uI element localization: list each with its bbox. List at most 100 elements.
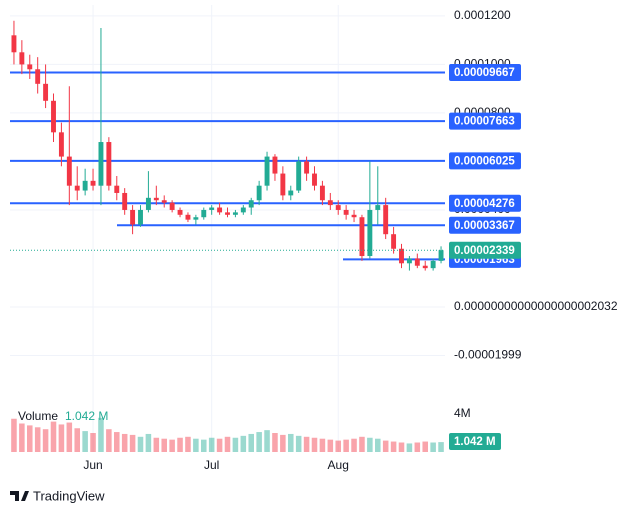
candle-body	[414, 258, 420, 266]
volume-bar	[382, 440, 389, 452]
candle-body	[43, 83, 49, 101]
candle-body	[430, 260, 436, 269]
volume-bar	[66, 422, 73, 452]
volume-bar	[42, 429, 49, 452]
volume-bar	[114, 432, 120, 452]
candle-body	[185, 214, 191, 220]
volume-bar	[34, 427, 41, 452]
candle-body	[335, 205, 341, 210]
volume-tick-label: 4M	[454, 406, 471, 420]
volume-legend-value: 1.042 M	[65, 409, 108, 423]
volume-bar	[295, 435, 302, 452]
candle-body	[264, 156, 270, 186]
candle-body	[359, 217, 365, 257]
candle-body	[27, 64, 33, 70]
volume-bar	[422, 441, 428, 452]
candle-body	[232, 212, 238, 215]
candle-body	[399, 248, 404, 264]
candle-body	[304, 161, 310, 174]
volume-bar	[367, 437, 373, 452]
volume-label: 1.042 M	[454, 436, 496, 448]
volume-bar	[185, 436, 191, 452]
y-tick-label: 0.00000000000000000002032	[454, 299, 618, 313]
candle-body	[177, 209, 183, 215]
level-label: 0.00004276	[454, 198, 515, 210]
level-label-box	[449, 216, 521, 234]
x-tick-label: Jul	[204, 458, 219, 472]
volume-bar	[153, 437, 160, 452]
candle-body	[145, 197, 151, 210]
candle-body	[169, 202, 175, 210]
level-label-box	[449, 194, 521, 212]
volume-bar	[224, 436, 231, 452]
volume-bar	[264, 430, 270, 452]
volume-bar	[121, 433, 128, 452]
candle-body	[351, 214, 357, 218]
volume-bar	[343, 439, 349, 452]
candle-body	[201, 209, 207, 218]
candle-body	[296, 161, 302, 191]
volume-bar	[169, 439, 175, 452]
volume-bar	[398, 442, 405, 452]
volume-bar	[414, 442, 421, 452]
candle-body	[130, 209, 136, 225]
candle-body	[98, 142, 104, 186]
candle-body	[74, 185, 80, 191]
candle-body	[383, 205, 389, 235]
candle-body	[248, 200, 254, 208]
volume-bar	[406, 443, 413, 452]
candle-body	[90, 180, 96, 186]
volume-bar	[50, 421, 57, 452]
candle-body	[391, 234, 397, 249]
volume-bar	[90, 433, 96, 452]
candle-body	[161, 200, 167, 203]
candle-body	[138, 209, 143, 225]
price-label: 0.00002339	[454, 245, 515, 257]
volume-bar	[177, 437, 183, 452]
volume-label-box	[449, 433, 501, 450]
volume-bar	[240, 435, 247, 452]
candle-body	[217, 207, 223, 213]
candle-body	[312, 173, 317, 186]
volume-bar	[311, 437, 318, 452]
level-label: 0.00007663	[454, 116, 515, 128]
grid-layer	[10, 5, 445, 452]
candle-body	[240, 207, 246, 213]
marks-layer	[10, 20, 445, 452]
volume-bar	[208, 437, 215, 452]
volume-bar	[58, 424, 65, 452]
volume-bar	[438, 442, 444, 452]
volume-bar	[161, 438, 167, 452]
candle-body	[106, 142, 112, 186]
level-label-box	[449, 112, 521, 130]
volume-bar	[390, 441, 397, 452]
volume-bar	[335, 440, 341, 452]
volume-bar	[74, 428, 80, 452]
candle-body	[288, 190, 294, 196]
candle-body	[272, 156, 278, 174]
logo: TradingView	[10, 488, 105, 503]
candle-body	[82, 180, 88, 191]
candle-body	[406, 258, 412, 264]
volume-bar	[145, 433, 152, 452]
volume-bar	[232, 437, 239, 452]
candle-body	[280, 173, 286, 196]
candle-body	[51, 100, 56, 133]
candle-body	[327, 200, 333, 206]
candle-body	[19, 52, 25, 65]
volume-bar	[375, 438, 381, 452]
candle-body	[343, 209, 349, 215]
volume-bar	[327, 439, 334, 452]
candle-body	[193, 217, 199, 220]
y-tick-label: -0.00001999	[454, 348, 522, 362]
candle-body	[367, 209, 373, 257]
volume-bar	[193, 438, 199, 452]
y-tick-label: 0.0001200	[454, 8, 511, 22]
x-tick-label: Aug	[328, 458, 349, 472]
volume-bar	[319, 438, 326, 452]
volume-bar	[359, 436, 365, 452]
candle-body	[319, 185, 325, 201]
x-tick-label: Jun	[83, 458, 102, 472]
